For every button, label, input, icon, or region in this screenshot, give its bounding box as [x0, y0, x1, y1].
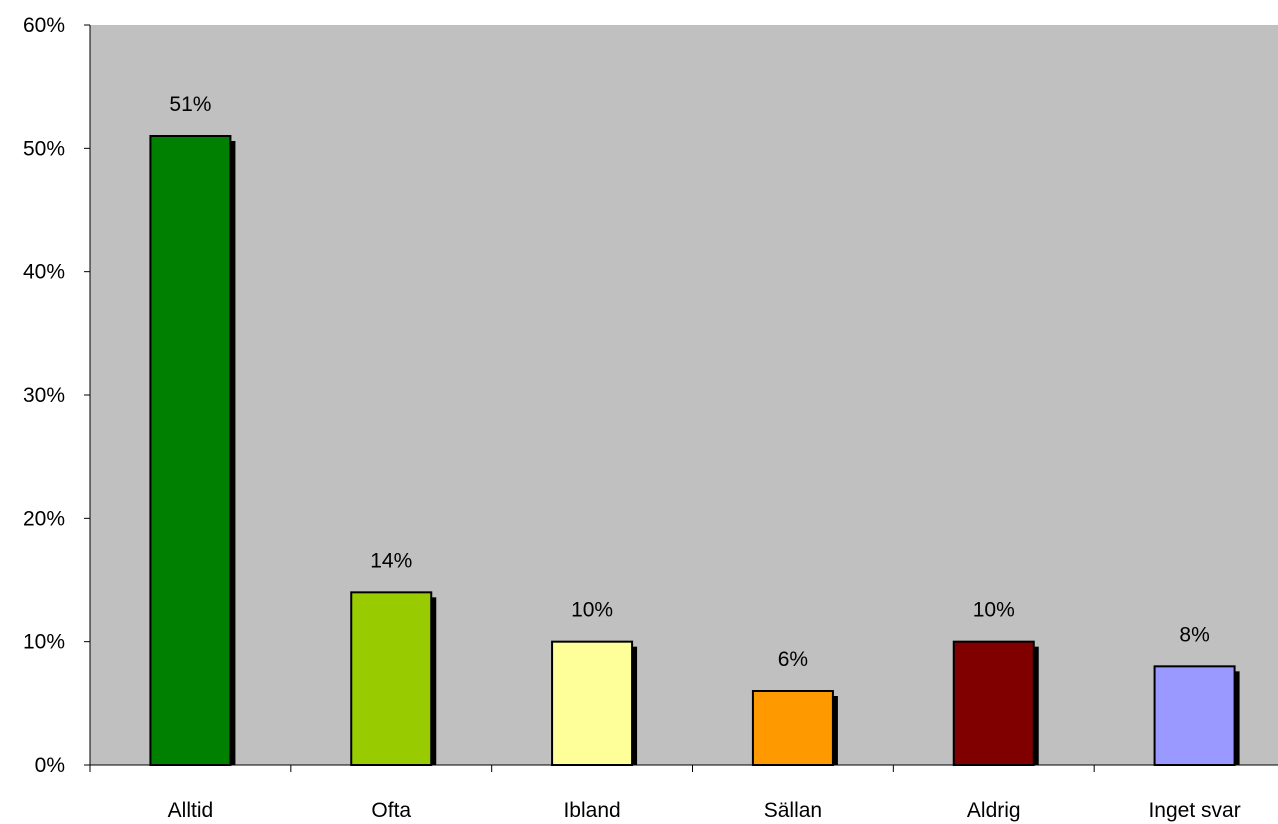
- bars: [149, 135, 1240, 767]
- data-label: 51%: [169, 93, 211, 116]
- data-label: 10%: [973, 599, 1015, 622]
- bar: [751, 690, 834, 766]
- y-tick-label: 10%: [23, 631, 65, 654]
- data-label: 8%: [1179, 623, 1209, 646]
- y-tick-label: 0%: [35, 754, 65, 777]
- x-tick-label: Aldrig: [967, 799, 1021, 822]
- y-tick-label: 30%: [23, 384, 65, 407]
- x-tick-label: Alltid: [168, 799, 214, 822]
- y-tick-label: 20%: [23, 507, 65, 530]
- bar: [1153, 665, 1236, 766]
- y-tick-label: 50%: [23, 137, 65, 160]
- bar: [149, 135, 232, 766]
- x-tick-label: Sällan: [764, 799, 822, 822]
- x-tick-label: Ibland: [563, 799, 620, 822]
- y-axis: 0% 10% 20% 30% 40% 50% 60%: [23, 14, 90, 777]
- y-tick-label: 60%: [23, 14, 65, 37]
- x-tick-label: Inget svar: [1148, 799, 1240, 822]
- x-tick-label: Ofta: [371, 799, 411, 822]
- data-label: 6%: [778, 648, 808, 671]
- plot-area: [90, 25, 1278, 765]
- bar: [952, 640, 1035, 767]
- bar: [551, 640, 634, 767]
- data-label: 14%: [370, 549, 412, 572]
- bar: [350, 591, 433, 766]
- data-label: 10%: [571, 599, 613, 622]
- y-tick-label: 40%: [23, 261, 65, 284]
- x-axis: Alltid Ofta Ibland Sällan Aldrig Inget svar: [89, 765, 1241, 822]
- data-labels: 51% 14% 10% 6% 10% 8%: [169, 93, 1209, 671]
